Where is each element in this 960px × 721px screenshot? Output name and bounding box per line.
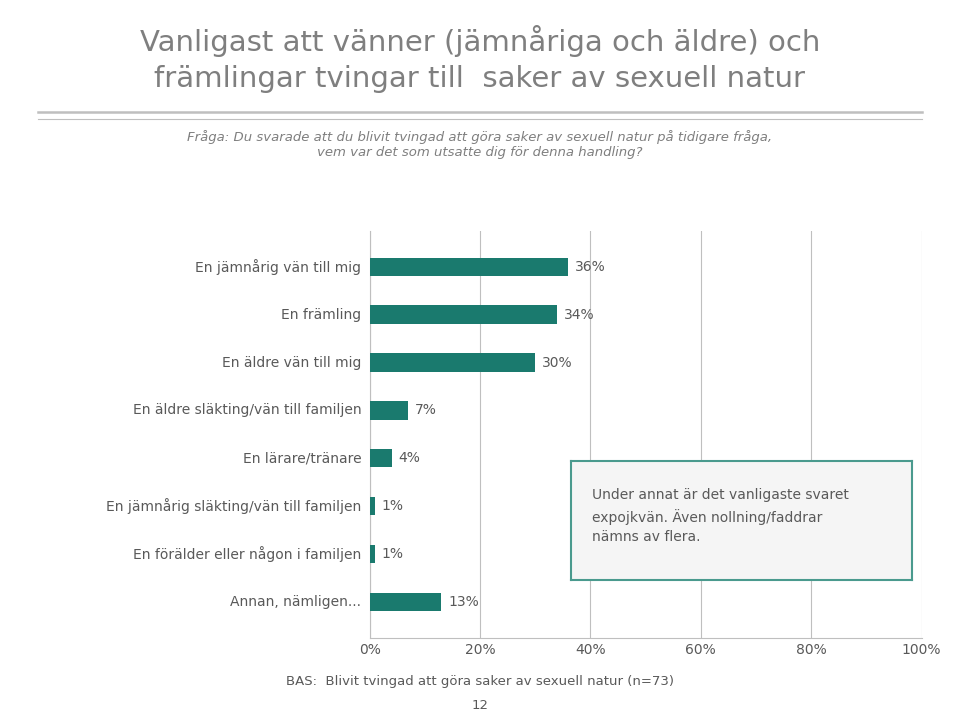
Text: En äldre släkting/vän till familjen: En äldre släkting/vän till familjen [132,404,361,417]
Text: En äldre vän till mig: En äldre vän till mig [222,355,361,370]
Text: Annan, nämligen...: Annan, nämligen... [230,595,361,609]
Bar [370,402,408,420]
Bar [370,545,375,563]
Text: En jämnårig vän till mig: En jämnårig vän till mig [195,259,361,275]
Text: 34%: 34% [564,308,594,322]
Text: 36%: 36% [575,260,606,274]
Text: En lärare/tränare: En lärare/tränare [243,451,361,465]
Text: 13%: 13% [448,595,479,609]
Bar [370,306,557,324]
Bar [370,593,442,611]
Text: 1%: 1% [382,499,404,513]
Bar [370,353,536,371]
Bar [370,449,392,467]
Bar [370,257,568,275]
Text: 4%: 4% [398,451,420,465]
Text: 30%: 30% [541,355,572,370]
Bar [370,497,375,516]
Text: En jämnårig släkting/vän till familjen: En jämnårig släkting/vän till familjen [106,498,361,514]
Text: 1%: 1% [382,547,404,561]
Text: En främling: En främling [281,308,361,322]
Text: Under annat är det vanligaste svaret
expojkvän. Även nollning/faddrar
nämns av f: Under annat är det vanligaste svaret exp… [591,488,849,544]
Text: En förälder eller någon i familjen: En förälder eller någon i familjen [133,547,361,562]
Text: 7%: 7% [415,404,437,417]
Text: 12: 12 [471,699,489,712]
Text: Fråga: Du svarade att du blivit tvingad att göra saker av sexuell natur på tidig: Fråga: Du svarade att du blivit tvingad … [187,130,773,159]
Text: BAS:  Blivit tvingad att göra saker av sexuell natur (n=73): BAS: Blivit tvingad att göra saker av se… [286,675,674,688]
Text: främlingar tvingar till  saker av sexuell natur: främlingar tvingar till saker av sexuell… [155,65,805,93]
Text: Vanligast att vänner (jämnåriga och äldre) och: Vanligast att vänner (jämnåriga och äldr… [140,25,820,57]
